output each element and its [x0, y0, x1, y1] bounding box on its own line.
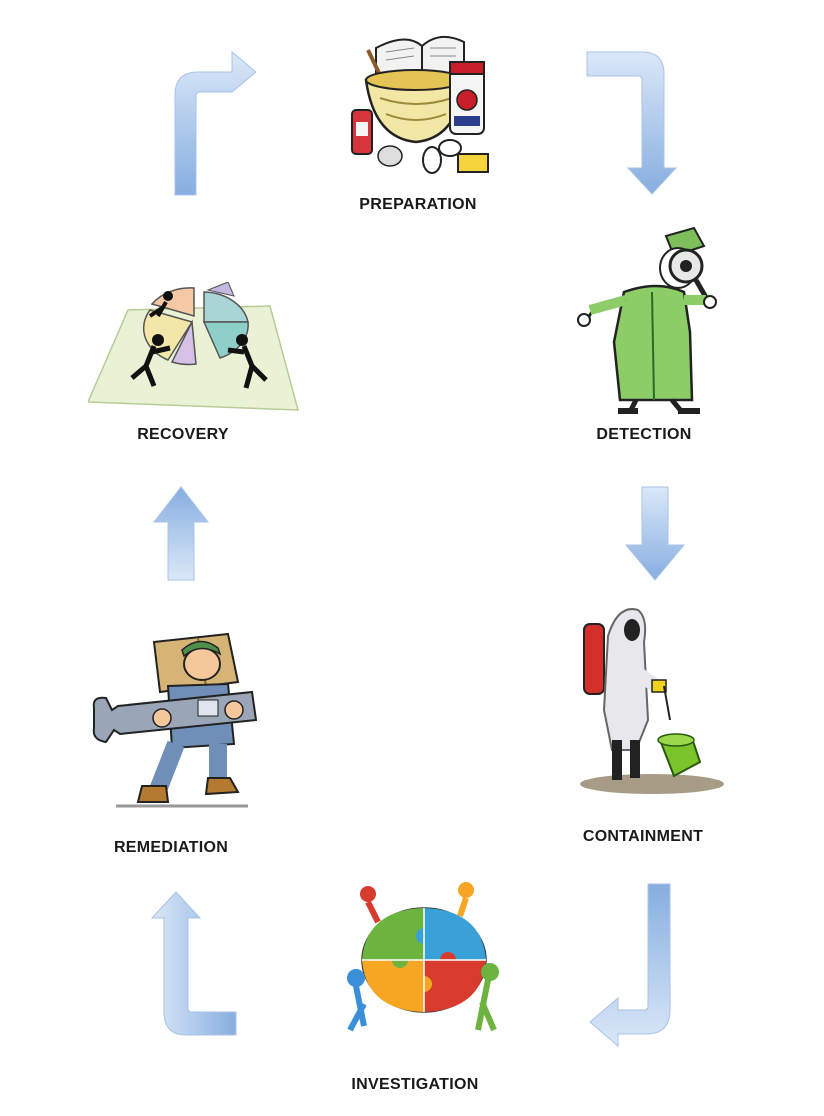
arrow-containment-to-investigation — [589, 883, 671, 1048]
label-investigation: INVESTIGATION — [351, 1076, 479, 1093]
label-remediation: REMEDIATION — [113, 839, 229, 856]
arrow-remediation-to-recovery — [152, 486, 210, 581]
label-detection: DETECTION — [596, 426, 692, 443]
arrow-recovery-to-preparation — [174, 50, 257, 196]
worker-wrench-icon — [92, 632, 258, 808]
cookbook-bowl-icon — [351, 35, 489, 174]
detective-magnifier-icon — [577, 226, 717, 414]
arrow-preparation-to-detection — [586, 51, 678, 195]
label-containment: CONTAINMENT — [582, 828, 704, 845]
arrow-detection-to-containment — [624, 486, 686, 581]
puzzle-team-icon — [347, 882, 499, 1032]
label-recovery: RECOVERY — [137, 426, 229, 443]
arrow-investigation-to-remediation — [150, 891, 237, 1036]
label-preparation: PREPARATION — [359, 196, 477, 213]
hazmat-worker-icon — [580, 608, 724, 794]
pie-chart-people-icon — [88, 282, 299, 411]
